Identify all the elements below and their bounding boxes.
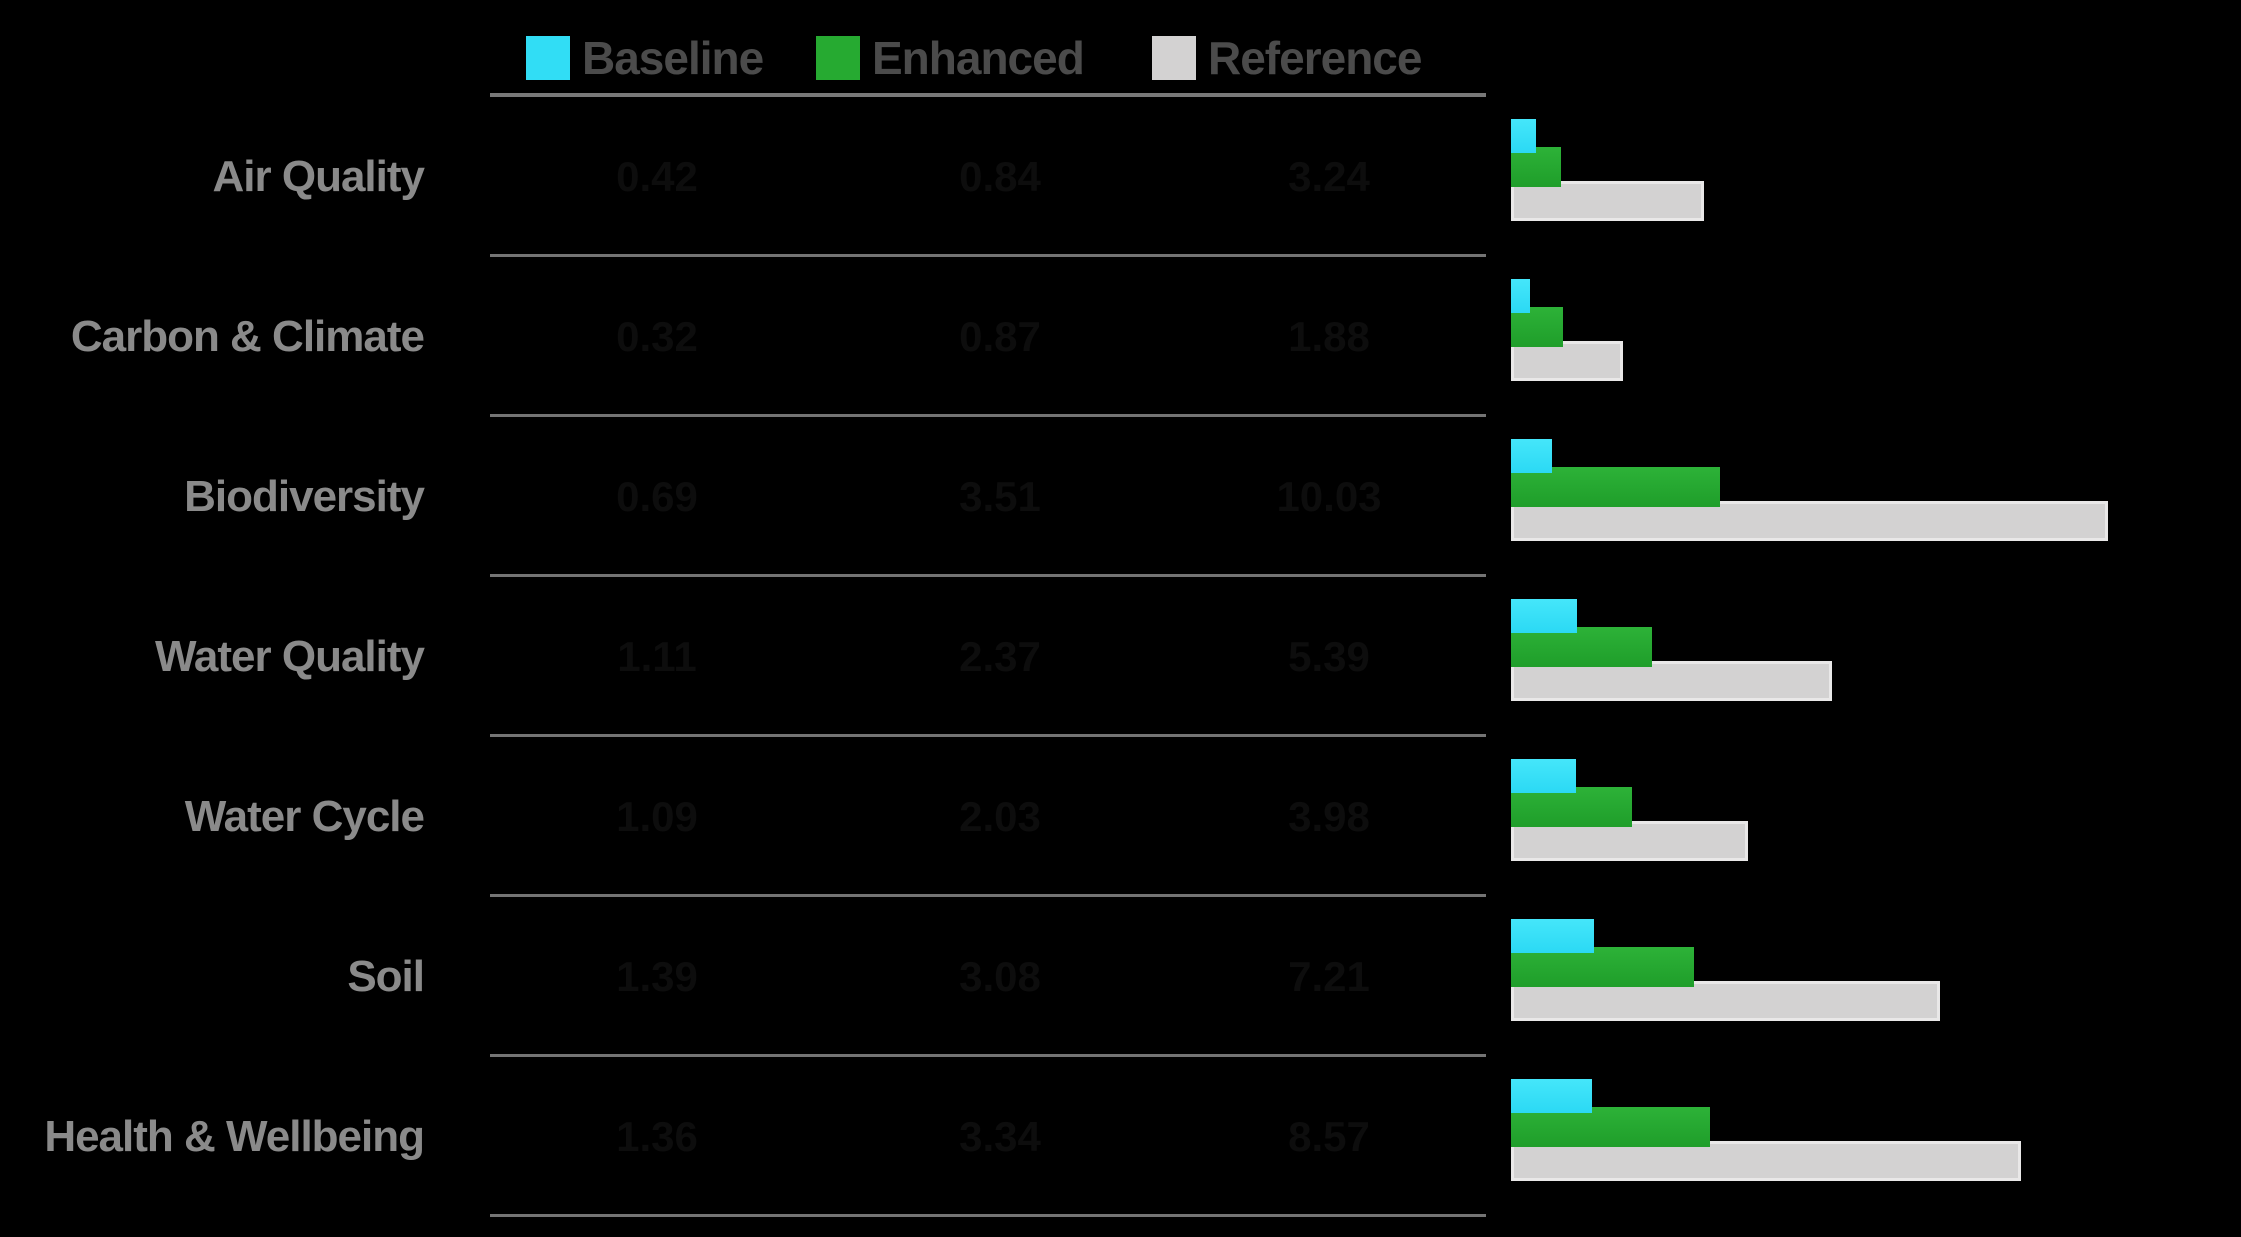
enhanced-value: 0.87 bbox=[959, 313, 1041, 360]
reference-bar bbox=[1511, 981, 1940, 1021]
enhanced-bar bbox=[1511, 467, 1720, 507]
baseline-bar bbox=[1511, 919, 1594, 953]
enhanced-value: 3.34 bbox=[959, 1113, 1041, 1160]
category-label: Water Quality bbox=[155, 632, 425, 681]
category-row: Water Quality 1.11 2.37 5.39 bbox=[0, 577, 2241, 737]
category-row: Air Quality 0.42 0.84 3.24 bbox=[0, 97, 2241, 257]
row-divider bbox=[490, 1054, 1486, 1057]
enhanced-value: 0.84 bbox=[959, 153, 1041, 200]
category-row: Carbon & Climate 0.32 0.87 1.88 bbox=[0, 257, 2241, 417]
legend-item-reference: Reference bbox=[1152, 32, 1422, 84]
baseline-bar bbox=[1511, 1079, 1592, 1113]
category-label: Biodiversity bbox=[184, 472, 425, 521]
baseline-bar bbox=[1511, 119, 1536, 153]
baseline-value: 0.42 bbox=[616, 153, 698, 200]
enhanced-bar bbox=[1511, 627, 1652, 667]
baseline-value: 0.69 bbox=[616, 473, 698, 520]
enhanced-value: 2.37 bbox=[959, 633, 1041, 680]
reference-bar bbox=[1511, 181, 1704, 221]
baseline-value: 1.36 bbox=[616, 1113, 698, 1160]
reference-value: 10.03 bbox=[1276, 473, 1382, 520]
legend-label: Baseline bbox=[582, 32, 764, 84]
bar-group bbox=[1511, 119, 2231, 221]
baseline-value: 1.09 bbox=[616, 793, 698, 840]
legend-swatch bbox=[816, 36, 860, 80]
bar-group bbox=[1511, 279, 2231, 381]
reference-bar bbox=[1511, 341, 1623, 381]
reference-value: 5.39 bbox=[1288, 633, 1370, 680]
bar-group bbox=[1511, 759, 2231, 861]
category-label: Health & Wellbeing bbox=[44, 1112, 425, 1161]
category-label: Air Quality bbox=[212, 152, 426, 201]
enhanced-value: 3.51 bbox=[959, 473, 1041, 520]
bar-group bbox=[1511, 1079, 2231, 1181]
reference-bar bbox=[1511, 501, 2108, 541]
baseline-value: 0.32 bbox=[616, 313, 698, 360]
reference-value: 3.24 bbox=[1288, 153, 1370, 200]
reference-value: 7.21 bbox=[1288, 953, 1370, 1000]
reference-value: 1.88 bbox=[1288, 313, 1370, 360]
category-row: Water Cycle 1.09 2.03 3.98 bbox=[0, 737, 2241, 897]
legend-swatch bbox=[1152, 36, 1196, 80]
baseline-value: 1.11 bbox=[617, 633, 697, 680]
baseline-bar bbox=[1511, 439, 1552, 473]
baseline-bar bbox=[1511, 599, 1577, 633]
row-divider bbox=[490, 734, 1486, 737]
baseline-value: 1.39 bbox=[616, 953, 698, 1000]
legend-item-enhanced: Enhanced bbox=[816, 32, 1085, 84]
enhanced-bar bbox=[1511, 307, 1563, 347]
bar-group bbox=[1511, 439, 2231, 541]
enhanced-bar bbox=[1511, 147, 1561, 187]
reference-value: 3.98 bbox=[1288, 793, 1370, 840]
category-row: Health & Wellbeing 1.36 3.34 8.57 bbox=[0, 1057, 2241, 1217]
baseline-bar bbox=[1511, 759, 1576, 793]
legend-label: Reference bbox=[1208, 32, 1422, 84]
enhanced-bar bbox=[1511, 1107, 1710, 1147]
category-label: Water Cycle bbox=[184, 792, 425, 841]
row-divider bbox=[490, 894, 1486, 897]
enhanced-bar bbox=[1511, 787, 1632, 827]
legend: Baseline Enhanced Reference bbox=[493, 8, 1479, 93]
enhanced-value: 2.03 bbox=[959, 793, 1041, 840]
enhanced-bar bbox=[1511, 947, 1694, 987]
category-rows: Air Quality 0.42 0.84 3.24 Carbon & Clim… bbox=[0, 97, 2241, 1217]
bar-group bbox=[1511, 599, 2231, 701]
header-divider bbox=[490, 93, 1486, 97]
row-divider bbox=[490, 1214, 1486, 1217]
category-label: Carbon & Climate bbox=[70, 312, 425, 361]
row-divider bbox=[490, 254, 1486, 257]
legend-swatch bbox=[526, 36, 570, 80]
category-row: Biodiversity 0.69 3.51 10.03 bbox=[0, 417, 2241, 577]
legend-label: Enhanced bbox=[872, 32, 1085, 84]
legend-item-baseline: Baseline bbox=[526, 32, 764, 84]
reference-bar bbox=[1511, 1141, 2021, 1181]
bar-group bbox=[1511, 919, 2231, 1021]
baseline-bar bbox=[1511, 279, 1530, 313]
enhanced-value: 3.08 bbox=[959, 953, 1041, 1000]
row-divider bbox=[490, 414, 1486, 417]
category-row: Soil 1.39 3.08 7.21 bbox=[0, 897, 2241, 1057]
reference-bar bbox=[1511, 821, 1748, 861]
reference-value: 8.57 bbox=[1288, 1113, 1370, 1160]
row-divider bbox=[490, 574, 1486, 577]
category-label: Soil bbox=[347, 952, 425, 1001]
reference-bar bbox=[1511, 661, 1832, 701]
